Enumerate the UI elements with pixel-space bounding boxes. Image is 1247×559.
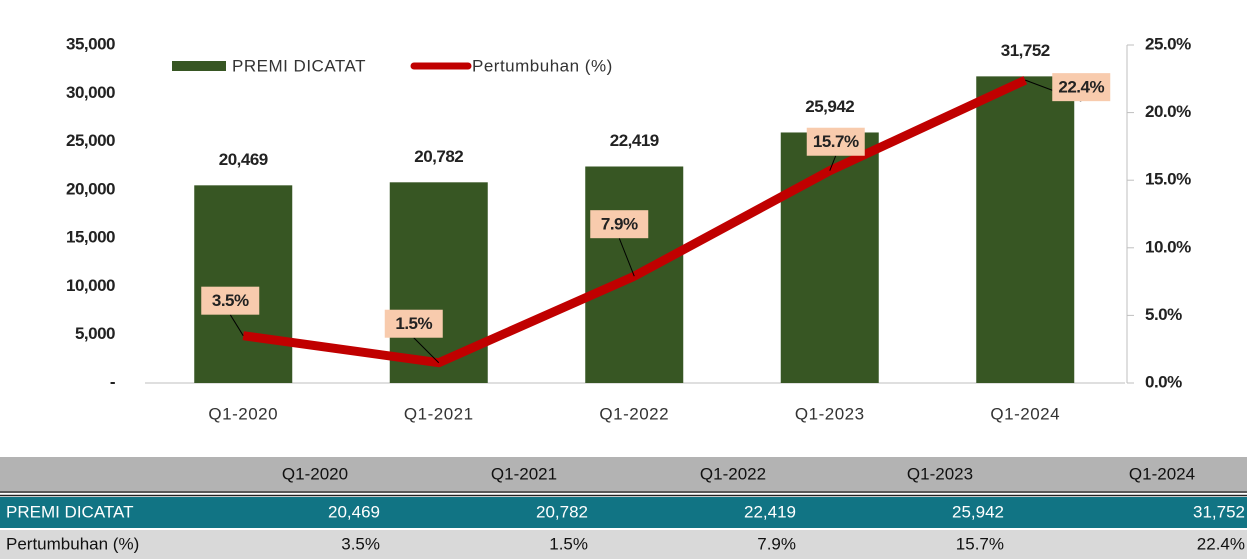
table-header: Q1-2020 [282,464,348,483]
bar [976,76,1075,384]
bar [194,185,293,383]
y-tick-label: 25,000 [66,131,115,150]
y-tick-label: 20,000 [66,179,115,198]
table-row-bg [0,530,1247,559]
line-label: 3.5% [212,291,249,310]
table-row-bg [0,497,1247,528]
table-cell: 1.5% [549,534,588,553]
y2-tick-label: 20.0% [1145,102,1191,121]
x-tick-label: Q1-2024 [990,404,1060,423]
table-cell: 3.5% [341,534,380,553]
x-tick-label: Q1-2021 [404,404,474,423]
table-cell: 22,419 [744,502,796,521]
y-tick-label: 35,000 [66,34,115,53]
table-cell: 7.9% [757,534,796,553]
table-cell: 20,469 [328,502,380,521]
bar-label: 20,469 [219,150,268,169]
leader-line [829,155,837,171]
label-box [590,210,649,239]
table-header: Q1-2023 [907,464,973,483]
x-tick-label: Q1-2020 [208,404,278,423]
label-box [384,309,443,338]
leader-line [618,238,635,277]
table-header: Q1-2022 [700,464,766,483]
y2-tick-label: 5.0% [1145,305,1182,324]
bar-label: 22,419 [610,131,659,150]
table-cell: 31,752 [1193,502,1245,521]
x-tick-label: Q1-2022 [599,404,669,423]
bar-label: 25,942 [805,97,854,116]
bar-label: 31,752 [1001,41,1050,60]
legend-swatch [172,61,226,71]
y2-tick-label: 0.0% [1145,372,1182,391]
y-tick-label: 10,000 [66,276,115,295]
table-cell: 25,942 [952,502,1004,521]
x-tick-label: Q1-2023 [795,404,865,423]
table-header: Q1-2021 [491,464,557,483]
line-label: 15.7% [813,132,859,151]
y-tick-label: - [110,372,115,391]
leader-line [229,314,244,336]
table-row-label: Pertumbuhan (%) [6,534,139,553]
table-cell: 22.4% [1197,534,1245,553]
y2-tick-label: 25.0% [1145,34,1191,53]
table-header-bg [0,457,1247,491]
y-tick-label: 15,000 [66,228,115,247]
label-box [201,286,260,315]
line-label: 1.5% [395,314,432,333]
table-header: Q1-2024 [1129,464,1195,483]
line-label: 22.4% [1058,78,1104,97]
y-tick-label: 5,000 [75,324,115,343]
table-cell: 20,782 [536,502,588,521]
y2-tick-label: 15.0% [1145,170,1191,189]
line-label: 7.9% [601,215,638,234]
label-box [1052,73,1111,102]
bar [389,182,488,383]
table-row-label: PREMI DICATAT [6,502,134,521]
legend-label: PREMI DICATAT [232,56,366,75]
bar-label: 20,782 [414,147,463,166]
y-tick-label: 30,000 [66,83,115,102]
leader-line [413,337,440,364]
label-box [806,127,865,156]
legend-label: Pertumbuhan (%) [472,56,613,75]
y2-tick-label: 10.0% [1145,237,1191,256]
table-cell: 15.7% [956,534,1004,553]
